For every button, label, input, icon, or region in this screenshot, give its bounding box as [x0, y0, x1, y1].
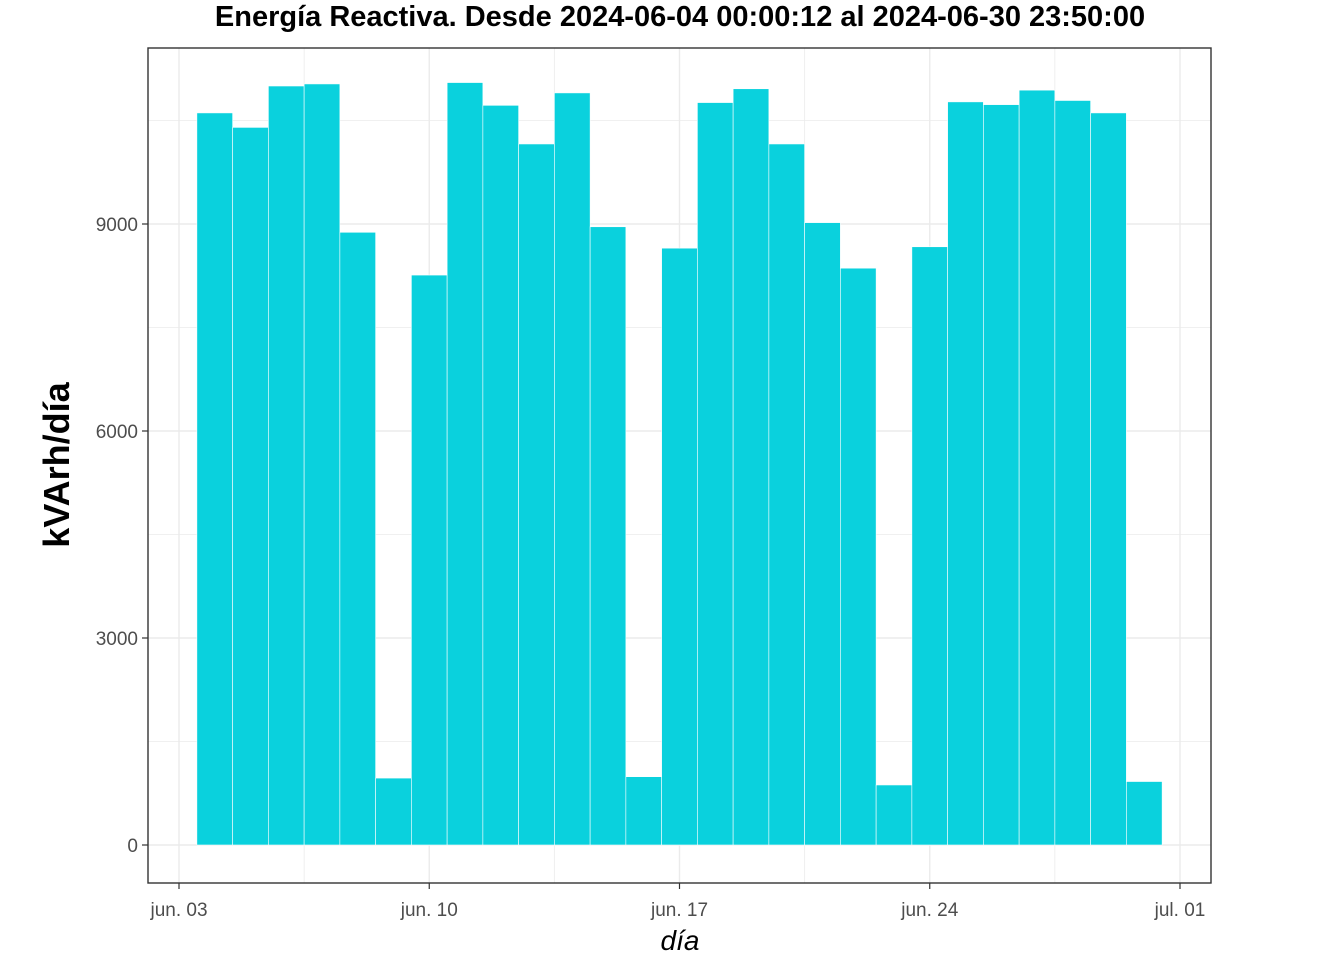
bar	[911, 246, 948, 846]
bar	[375, 777, 412, 846]
bar	[1018, 89, 1056, 846]
bar	[840, 267, 877, 846]
x-tick-label: jun. 24	[900, 900, 958, 921]
bar	[768, 143, 805, 846]
x-tick-label: jun. 03	[149, 900, 207, 921]
y-tick-label: 0	[127, 836, 138, 857]
y-tick-label: 9000	[96, 215, 138, 236]
x-axis-title: día	[661, 925, 700, 956]
bar	[804, 222, 841, 846]
bar	[589, 226, 627, 846]
bars	[196, 82, 1163, 846]
bar	[268, 85, 305, 846]
bar	[1126, 781, 1163, 846]
bar	[947, 101, 984, 846]
y-tick-label: 3000	[96, 629, 138, 650]
bar	[697, 102, 734, 846]
bar	[303, 83, 341, 846]
x-tick-label: jun. 17	[650, 900, 708, 921]
bar	[1090, 112, 1127, 846]
chart-title: Energía Reactiva. Desde 2024-06-04 00:00…	[214, 1, 1146, 33]
bar	[875, 784, 913, 846]
bar	[232, 127, 269, 846]
bar	[339, 231, 376, 846]
bar	[196, 112, 233, 846]
x-tick-label: jun. 10	[400, 900, 458, 921]
x-axis: jun. 03 jun. 10 jun. 17 jun. 24 jul. 01	[149, 883, 1205, 921]
bar	[446, 82, 484, 846]
bar	[625, 776, 662, 846]
y-tick-label: 6000	[96, 422, 138, 443]
bar	[1054, 100, 1091, 846]
bar	[518, 143, 555, 846]
x-tick-label: jul. 01	[1154, 900, 1206, 921]
bar	[411, 274, 448, 846]
bar	[983, 104, 1020, 846]
y-axis: 0 3000 6000 9000	[96, 215, 148, 857]
bar	[661, 247, 698, 846]
bar	[732, 88, 770, 846]
bar	[554, 92, 591, 846]
bar	[482, 105, 519, 846]
y-axis-title: kVArh/día	[36, 381, 77, 547]
